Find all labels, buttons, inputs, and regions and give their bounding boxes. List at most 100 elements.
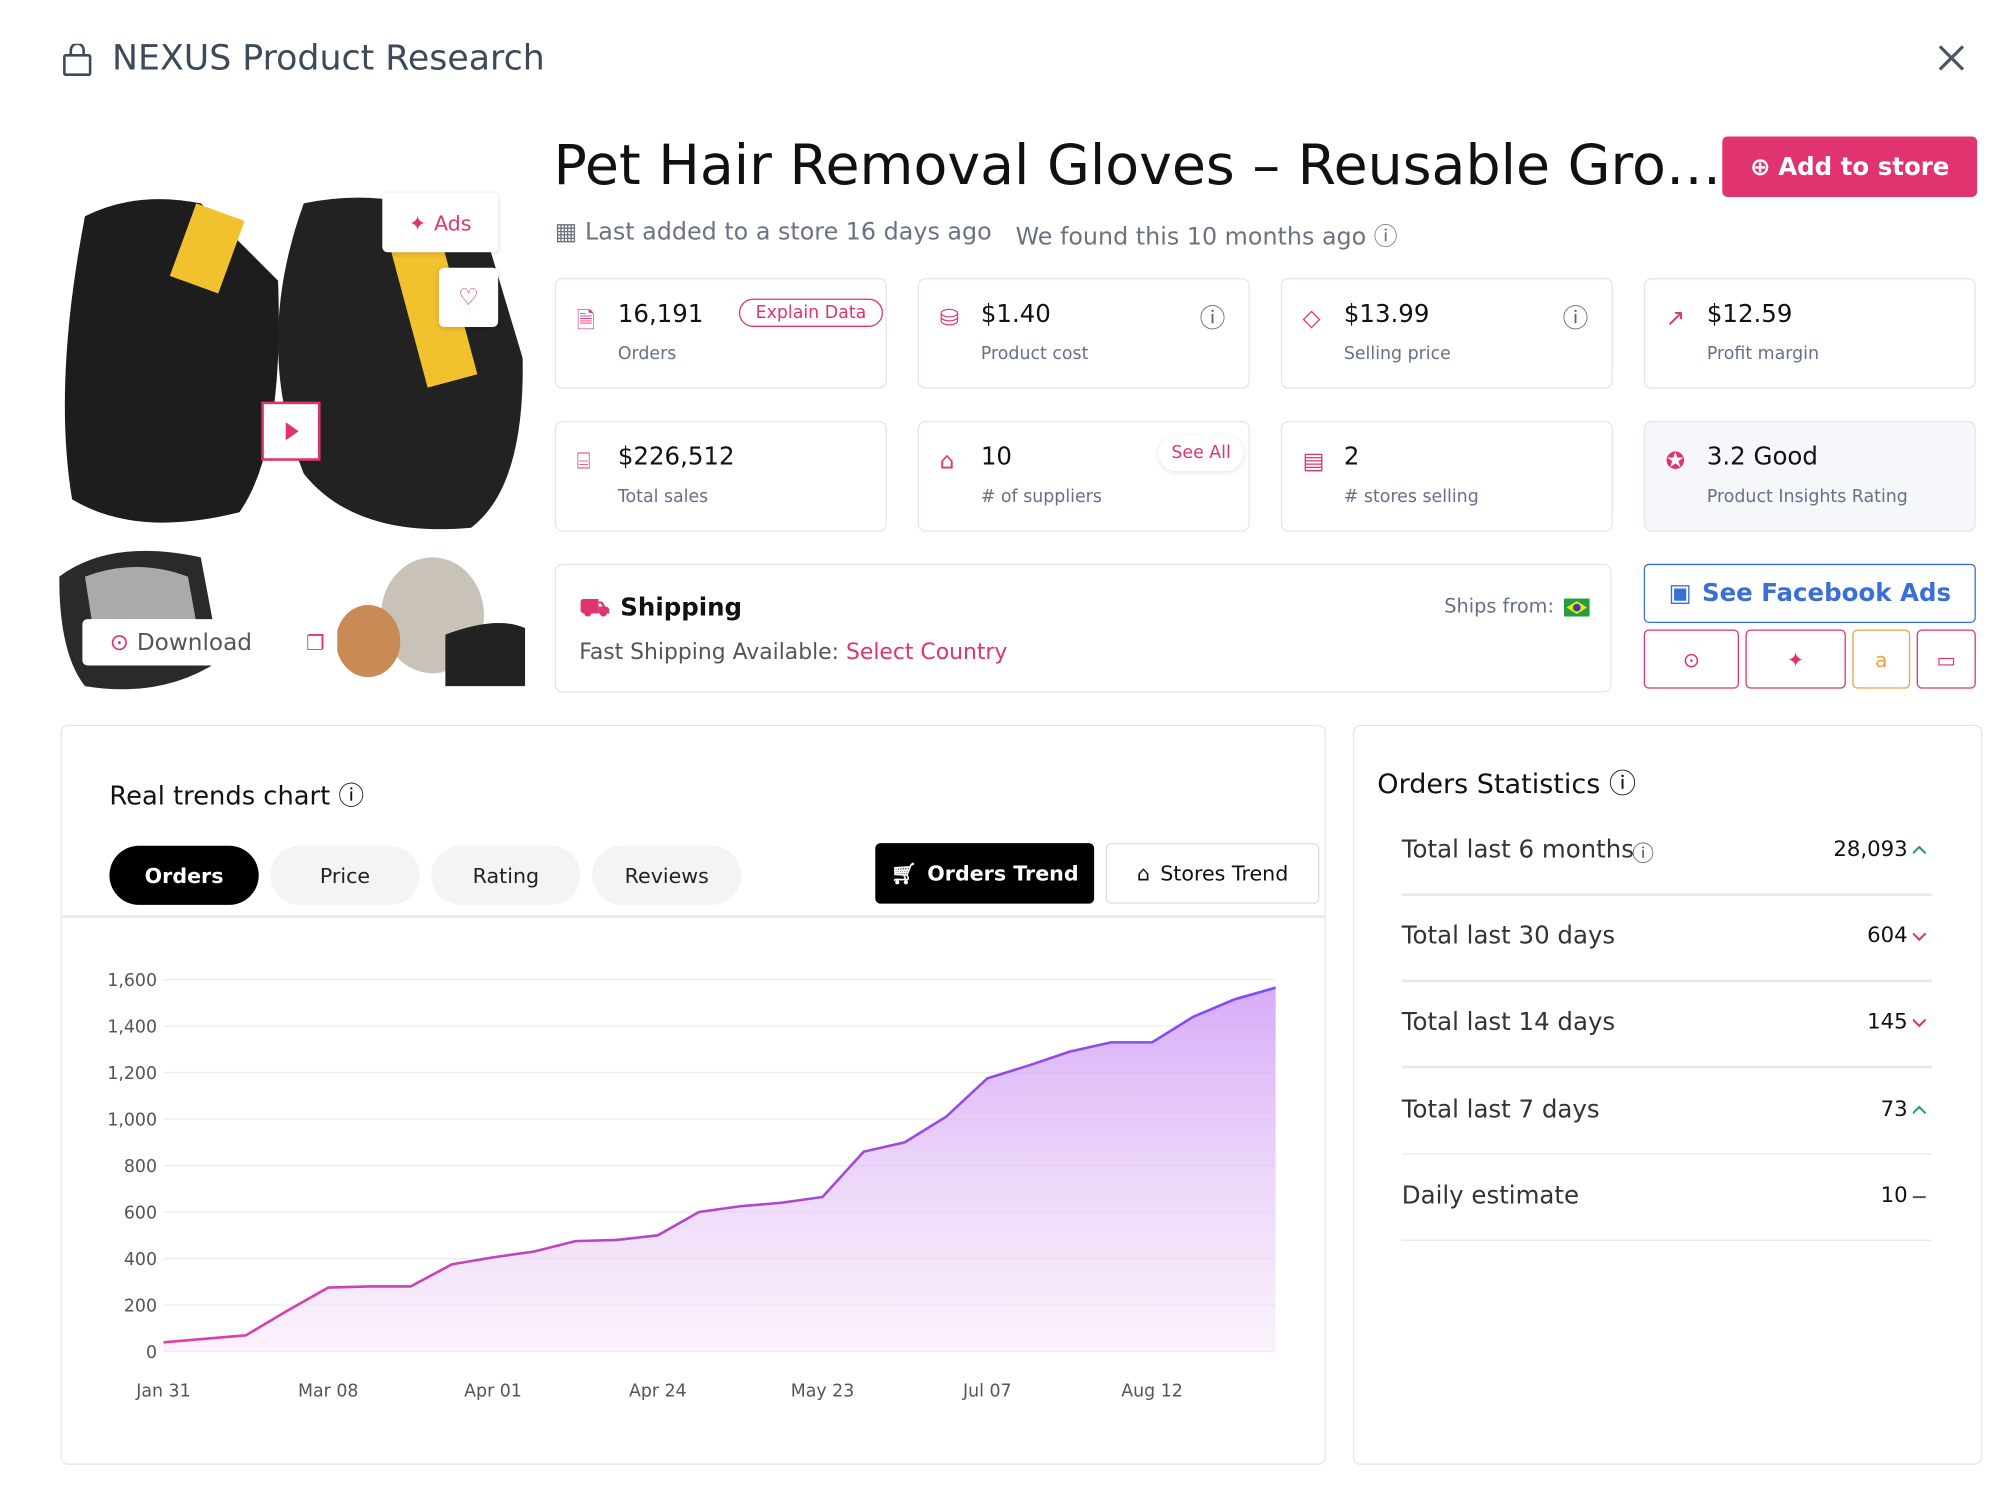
row-separator: [1401, 1152, 1933, 1155]
stat-value: $12.59: [1706, 299, 1793, 329]
x-tick-label: Apr 01: [464, 1382, 522, 1402]
orders-trend-label: Orders Trend: [927, 861, 1079, 886]
stat-row-label: Total last 14 days: [1401, 1008, 1616, 1037]
last-added-text: Last added to a store 16 days ago: [585, 218, 992, 246]
stat-label: Product cost: [980, 343, 1089, 365]
trend-tab[interactable]: Price: [270, 845, 420, 905]
y-tick-label: 800: [124, 1157, 157, 1177]
trend-arrow: [1912, 1195, 1926, 1198]
stat-icon: ↗: [1665, 305, 1686, 333]
orders-stats-title-text: Orders Statistics: [1377, 768, 1601, 800]
y-tick-label: 1,200: [107, 1064, 157, 1084]
trend-tab[interactable]: Reviews: [592, 845, 742, 905]
bag-icon: [63, 43, 92, 76]
y-tick-label: 1,600: [107, 971, 157, 991]
stat-row-value: 604: [1867, 923, 1908, 948]
close-button[interactable]: [1937, 44, 1965, 72]
add-to-store-label: Add to store: [1778, 152, 1950, 181]
add-to-store-button[interactable]: ⊕ Add to store: [1722, 136, 1978, 197]
stat-icon: 🗎: [576, 307, 596, 335]
y-tick-label: 0: [146, 1343, 157, 1363]
amazon-button[interactable]: a: [1852, 629, 1911, 689]
x-tick-label: Mar 08: [298, 1382, 358, 1402]
orders-trend-button[interactable]: 🛒︎ Orders Trend: [875, 843, 1095, 904]
trend-arrow: [1912, 845, 1927, 855]
product-title: Pet Hair Removal Gloves – Reusable Gro…: [553, 133, 1722, 199]
orders-stats-card: [1352, 724, 1983, 1465]
stores-trend-label: Stores Trend: [1160, 861, 1289, 886]
stat-row-value: 145: [1867, 1009, 1908, 1035]
download-label: Download: [136, 628, 253, 656]
stat-icon: ⌂: [939, 447, 955, 475]
stat-card: ▤ 2 # stores selling: [1280, 420, 1613, 532]
y-tick-label: 400: [124, 1250, 157, 1270]
trend-tab[interactable]: Orders: [109, 845, 259, 905]
stat-icon: ⌸: [576, 447, 591, 475]
stat-row-value: 28,093: [1833, 836, 1908, 862]
stat-label: Product Insights Rating: [1706, 486, 1908, 508]
stat-label: Selling price: [1343, 343, 1451, 365]
series-line: [163, 986, 1276, 1344]
video-button[interactable]: ⊙: [1643, 629, 1740, 689]
y-tick-label: 600: [124, 1203, 157, 1223]
stat-badge[interactable]: See All: [1158, 435, 1243, 471]
youtube-button[interactable]: ▭: [1916, 629, 1976, 689]
stat-card: ⌸ $226,512 Total sales: [554, 420, 887, 532]
header-title: NEXUS Product Research: [111, 38, 545, 79]
flag-icon: [1563, 598, 1590, 617]
stat-value: 10: [980, 442, 1012, 472]
facebook-ads-label: See Facebook Ads: [1701, 579, 1952, 608]
trend-tab[interactable]: Rating: [431, 845, 581, 905]
stat-label: Profit margin: [1706, 343, 1819, 365]
shipping-title: ⛟ Shipping: [579, 593, 743, 622]
stat-card: ◇ $13.99 Selling price ⓘ: [1280, 278, 1613, 389]
favorite-button[interactable]: ♡: [438, 267, 499, 327]
stat-value: $226,512: [617, 442, 735, 472]
stat-value: $1.40: [980, 299, 1051, 329]
stat-badge[interactable]: Explain Data: [738, 298, 883, 327]
stat-row-label: Total last 30 days: [1401, 921, 1616, 951]
ai-button[interactable]: ✦: [1745, 629, 1846, 689]
facebook-ads-button[interactable]: ▣ See Facebook Ads: [1643, 563, 1976, 624]
stat-icon: ◇: [1302, 305, 1321, 333]
fast-shipping-text: Fast Shipping Available:: [579, 639, 840, 666]
stat-card: ⛁ $1.40 Product cost ⓘ: [917, 278, 1250, 389]
stat-icon: ▤: [1302, 447, 1325, 475]
shipping-card: ⛟ Shipping Ships from: Fast Shipping Avai…: [554, 563, 1612, 693]
download-button[interactable]: ⊙ Download: [82, 619, 280, 666]
stores-trend-button[interactable]: ⌂ Stores Trend: [1105, 843, 1320, 904]
x-tick-label: Jul 07: [962, 1382, 1012, 1402]
row-separator: [1401, 1239, 1933, 1242]
stat-value: 3.2 Good: [1706, 442, 1818, 472]
ads-button[interactable]: ✦ Ads: [382, 193, 499, 253]
stat-label: # of suppliers: [980, 486, 1102, 508]
select-country[interactable]: Select Country: [845, 639, 1008, 666]
stat-row-value: 73: [1880, 1096, 1908, 1121]
stat-row-label: Total last 6 months: [1401, 835, 1634, 864]
fast-shipping: Fast Shipping Available: Select Country: [579, 640, 1007, 666]
info-icon: ⓘ: [1632, 841, 1655, 868]
stat-label: # stores selling: [1343, 486, 1479, 508]
row-separator: [1401, 893, 1933, 896]
x-tick-label: Jan 31: [135, 1382, 190, 1402]
y-tick-label: 200: [124, 1296, 157, 1316]
trend-title-text: Real trends chart: [109, 780, 331, 811]
copy-button[interactable]: ❐: [293, 619, 338, 666]
stat-row-label: Daily estimate: [1401, 1181, 1580, 1210]
stat-label: Orders: [617, 343, 677, 365]
y-tick-label: 1,000: [107, 1110, 157, 1130]
x-tick-label: Apr 24: [629, 1382, 687, 1402]
stat-card: 🗎 16,191 Orders Explain Data: [554, 278, 887, 389]
orders-stats-title: Orders Statistics ⓘ: [1377, 768, 1637, 800]
last-added: ▦ Last added to a store 16 days ago: [554, 218, 992, 246]
area-fill: [163, 987, 1276, 1352]
stat-card: ⌂ 10 # of suppliers See All: [917, 420, 1250, 532]
info-icon: ⓘ: [1562, 302, 1589, 334]
divider: [61, 915, 1325, 918]
x-tick-label: Aug 12: [1121, 1382, 1183, 1402]
stat-row-label: Total last 7 days: [1401, 1094, 1600, 1124]
found-date: We found this 10 months ago ⓘ: [1015, 223, 1398, 252]
